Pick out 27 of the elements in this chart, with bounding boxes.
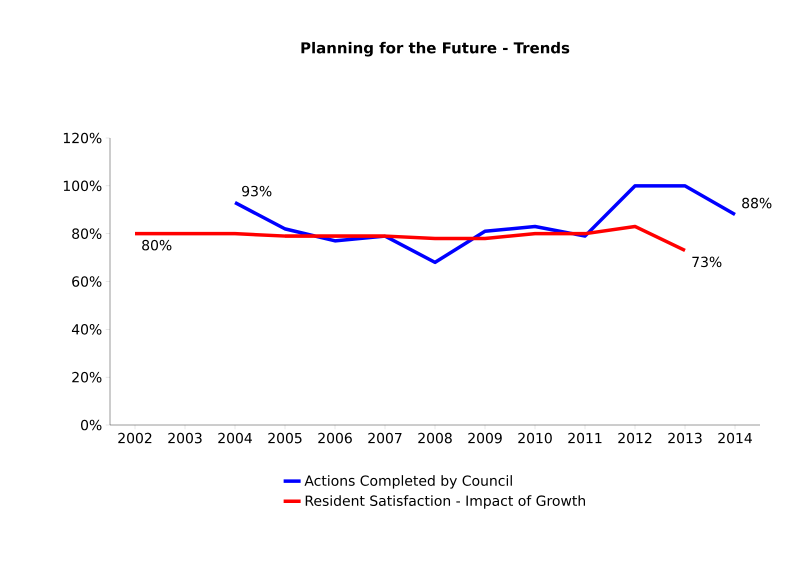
x-tick-label: 2013 [668,432,702,444]
y-tick-label: 60% [72,276,102,287]
y-tick-label: 120% [64,132,102,144]
y-tick-label: 80% [72,228,102,239]
data-label: 80% [142,240,172,250]
data-label: 88% [742,198,772,208]
y-tick-label: 0% [81,420,102,430]
chart-title: Planning for the Future - Trends [301,42,570,56]
data-label: 93% [242,186,272,196]
x-tick-label: 2006 [318,432,352,444]
legend-label: Resident Satisfaction - Impact of Growth [306,495,585,509]
y-tick-label: 40% [72,324,102,335]
x-tick-label: 2014 [718,432,752,444]
x-tick-label: 2010 [518,432,552,444]
data-label: 73% [692,256,722,268]
x-tick-label: 2009 [468,432,502,444]
x-tick-label: 2003 [168,432,202,444]
x-tick-label: 2007 [368,432,402,444]
x-tick-label: 2008 [418,432,452,444]
y-tick-label: 100% [64,180,102,192]
x-tick-label: 2011 [568,432,602,444]
x-tick-label: 2002 [118,432,152,444]
legend-label: Actions Completed by Council [304,475,512,489]
x-tick-label: 2005 [268,432,302,444]
x-tick-label: 2012 [618,432,652,444]
x-tick-label: 2004 [218,432,252,444]
y-tick-label: 20% [72,372,102,382]
